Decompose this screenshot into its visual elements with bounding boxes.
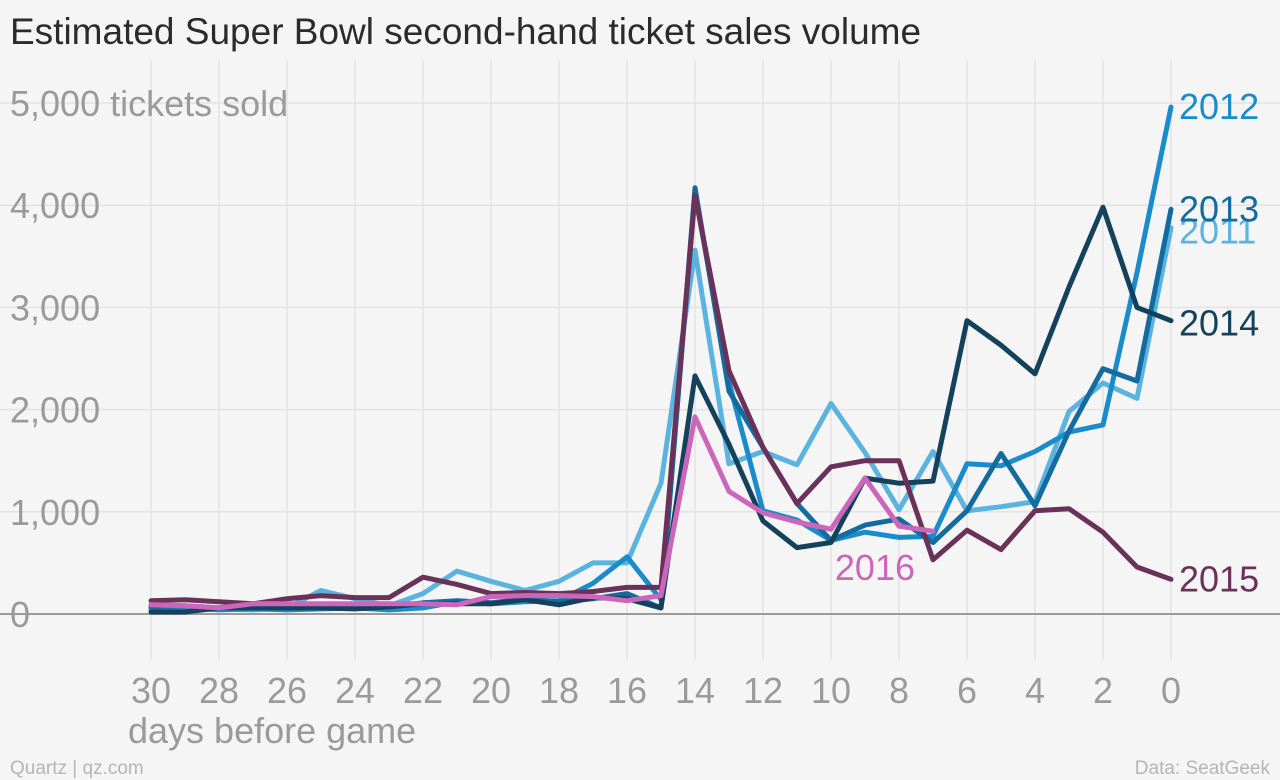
x-tick-label: 20 <box>471 670 511 711</box>
y-tick-label: 1,000 <box>10 492 100 533</box>
series-labels: 2011 2012 2013 2014 2015 2016 <box>835 86 1259 599</box>
x-tick-label: 0 <box>1161 670 1181 711</box>
x-axis-label: days before game <box>128 710 416 751</box>
series-label-2012: 2012 <box>1179 86 1259 127</box>
x-tick-label: 18 <box>539 670 579 711</box>
y-axis-ticks: 0 1,000 2,000 3,000 4,000 5,000 tickets sold <box>10 83 288 635</box>
series-label-2011: 2011 <box>1179 211 1256 252</box>
x-axis-ticks: 30 28 26 24 22 20 18 16 14 12 10 8 6 4 2 0 <box>131 670 1181 711</box>
x-tick-label: 14 <box>675 670 715 711</box>
y-tick-label: 0 <box>10 594 30 635</box>
x-tick-label: 2 <box>1093 670 1113 711</box>
x-tick-label: 10 <box>811 670 851 711</box>
y-tick-label: 2,000 <box>10 390 100 431</box>
x-tick-label: 4 <box>1025 670 1045 711</box>
x-tick-label: 30 <box>131 670 171 711</box>
series <box>148 104 1174 615</box>
x-tick-label: 28 <box>199 670 239 711</box>
y-tick-label: 3,000 <box>10 287 100 328</box>
series-label-2016: 2016 <box>835 547 915 588</box>
y-tick-label: 4,000 <box>10 185 100 226</box>
source-credit: Quartz | qz.com <box>10 758 144 779</box>
series-line-2014 <box>148 204 1174 615</box>
x-tick-label: 24 <box>335 670 375 711</box>
x-tick-label: 26 <box>267 670 307 711</box>
x-tick-label: 22 <box>403 670 443 711</box>
series-line-2011 <box>148 225 1174 613</box>
data-source: Data: SeatGeek <box>1135 758 1271 779</box>
x-tick-label: 6 <box>957 670 977 711</box>
x-tick-label: 8 <box>889 670 909 711</box>
chart-title: Estimated Super Bowl second-hand ticket … <box>10 11 921 52</box>
series-label-2014: 2014 <box>1179 303 1259 344</box>
x-tick-label: 12 <box>743 670 783 711</box>
series-label-2013: 2013 <box>1179 188 1259 229</box>
x-tick-label: 16 <box>607 670 647 711</box>
y-tick-label: 5,000 tickets sold <box>10 83 288 124</box>
grid <box>0 60 1280 660</box>
series-label-2015: 2015 <box>1179 558 1259 599</box>
series-line-2016 <box>148 414 936 611</box>
